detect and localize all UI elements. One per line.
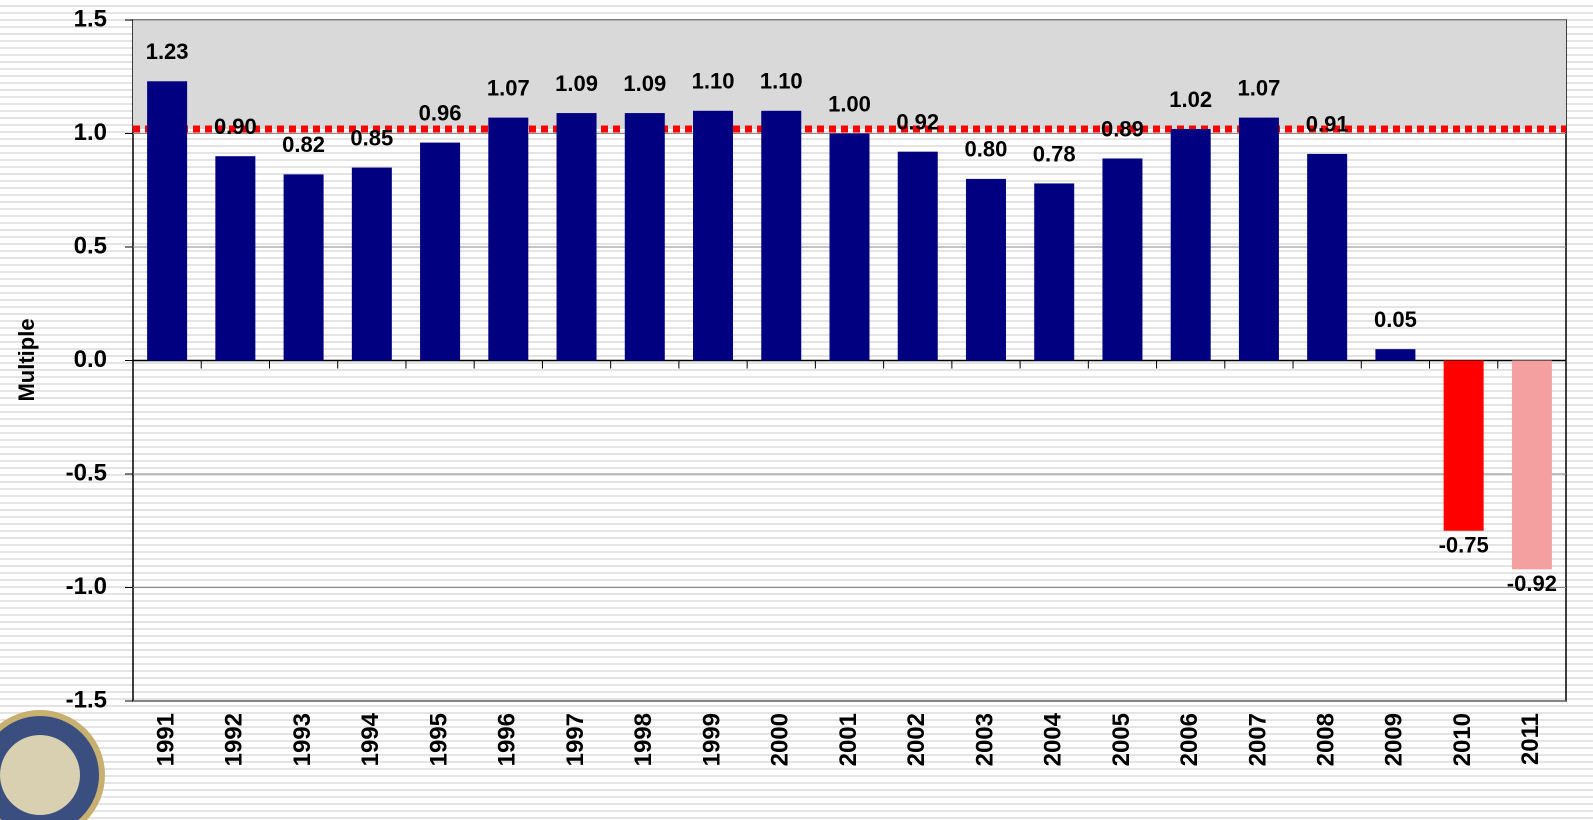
value-label: 1.02	[1169, 87, 1212, 112]
x-tick-label: 2001	[835, 713, 862, 766]
x-tick-label: 2003	[971, 713, 998, 766]
bar	[488, 117, 529, 361]
bar	[897, 151, 938, 361]
bar	[1511, 360, 1552, 570]
x-tick-label: 2011	[1517, 713, 1544, 765]
value-label: 0.89	[1101, 116, 1144, 141]
y-tick-label: 0.5	[74, 232, 107, 259]
x-tick-label: 2009	[1381, 713, 1408, 766]
value-label: 1.10	[692, 69, 735, 94]
bar	[965, 178, 1006, 361]
bar	[1238, 117, 1279, 361]
value-label: 1.07	[487, 75, 530, 100]
y-tick-label: 1.0	[74, 119, 107, 146]
value-label: 1.07	[1238, 75, 1281, 100]
x-tick-label: 1998	[630, 713, 657, 766]
x-tick-label: 1991	[152, 713, 179, 766]
reference-band	[133, 20, 1566, 129]
bar	[693, 110, 734, 361]
x-tick-label: 2010	[1449, 713, 1476, 766]
value-label: 1.10	[760, 69, 803, 94]
x-tick-label: 2006	[1176, 713, 1203, 766]
value-label: 0.82	[282, 132, 325, 157]
seal	[0, 710, 105, 820]
bar	[147, 81, 188, 361]
y-tick-label: -1.0	[66, 573, 107, 600]
y-tick-label: -0.5	[66, 459, 107, 486]
value-label: 1.09	[623, 71, 666, 96]
value-label: 0.78	[1033, 141, 1076, 166]
bar	[624, 113, 665, 361]
bar	[1034, 183, 1075, 361]
y-axis-label: Multiple	[14, 318, 39, 401]
bar	[556, 113, 597, 361]
bar	[215, 156, 256, 361]
x-tick-label: 1993	[289, 713, 316, 766]
x-tick-label: 1999	[698, 713, 725, 766]
y-tick-label: -1.5	[66, 686, 107, 713]
value-label: 1.23	[146, 39, 189, 64]
x-tick-label: 1997	[562, 713, 589, 766]
bar	[283, 174, 324, 361]
bar	[761, 110, 802, 361]
value-label: 1.00	[828, 91, 871, 116]
x-tick-label: 1994	[357, 712, 384, 766]
value-label: -0.92	[1507, 571, 1557, 596]
x-tick-label: 2000	[767, 713, 794, 766]
bar	[420, 142, 461, 361]
x-tick-label: 1995	[425, 713, 452, 766]
bar	[1102, 158, 1143, 361]
x-tick-label: 2007	[1244, 713, 1271, 766]
value-label: 1.09	[555, 71, 598, 96]
y-tick-label: 1.5	[74, 5, 107, 32]
bar	[1307, 153, 1348, 361]
x-tick-label: 1996	[494, 713, 521, 766]
value-label: 0.85	[350, 125, 393, 150]
x-tick-label: 2008	[1313, 713, 1340, 766]
value-label: 0.90	[214, 114, 257, 139]
value-label: 0.96	[419, 100, 462, 125]
value-label: 0.91	[1306, 112, 1349, 137]
y-tick-label: 0.0	[74, 346, 107, 373]
bar	[351, 167, 392, 361]
bar	[1443, 360, 1484, 531]
bar	[829, 133, 870, 361]
value-label: 0.92	[896, 109, 939, 134]
x-tick-label: 2004	[1040, 712, 1067, 766]
seal-center	[0, 735, 80, 815]
x-tick-label: 2002	[903, 713, 930, 766]
x-tick-label: 1992	[221, 713, 248, 766]
value-label: 0.80	[965, 137, 1008, 162]
value-label: -0.75	[1439, 533, 1489, 558]
value-label: 0.05	[1374, 307, 1417, 332]
x-tick-label: 2005	[1108, 713, 1135, 766]
bar	[1170, 128, 1211, 361]
bar	[1375, 349, 1416, 361]
